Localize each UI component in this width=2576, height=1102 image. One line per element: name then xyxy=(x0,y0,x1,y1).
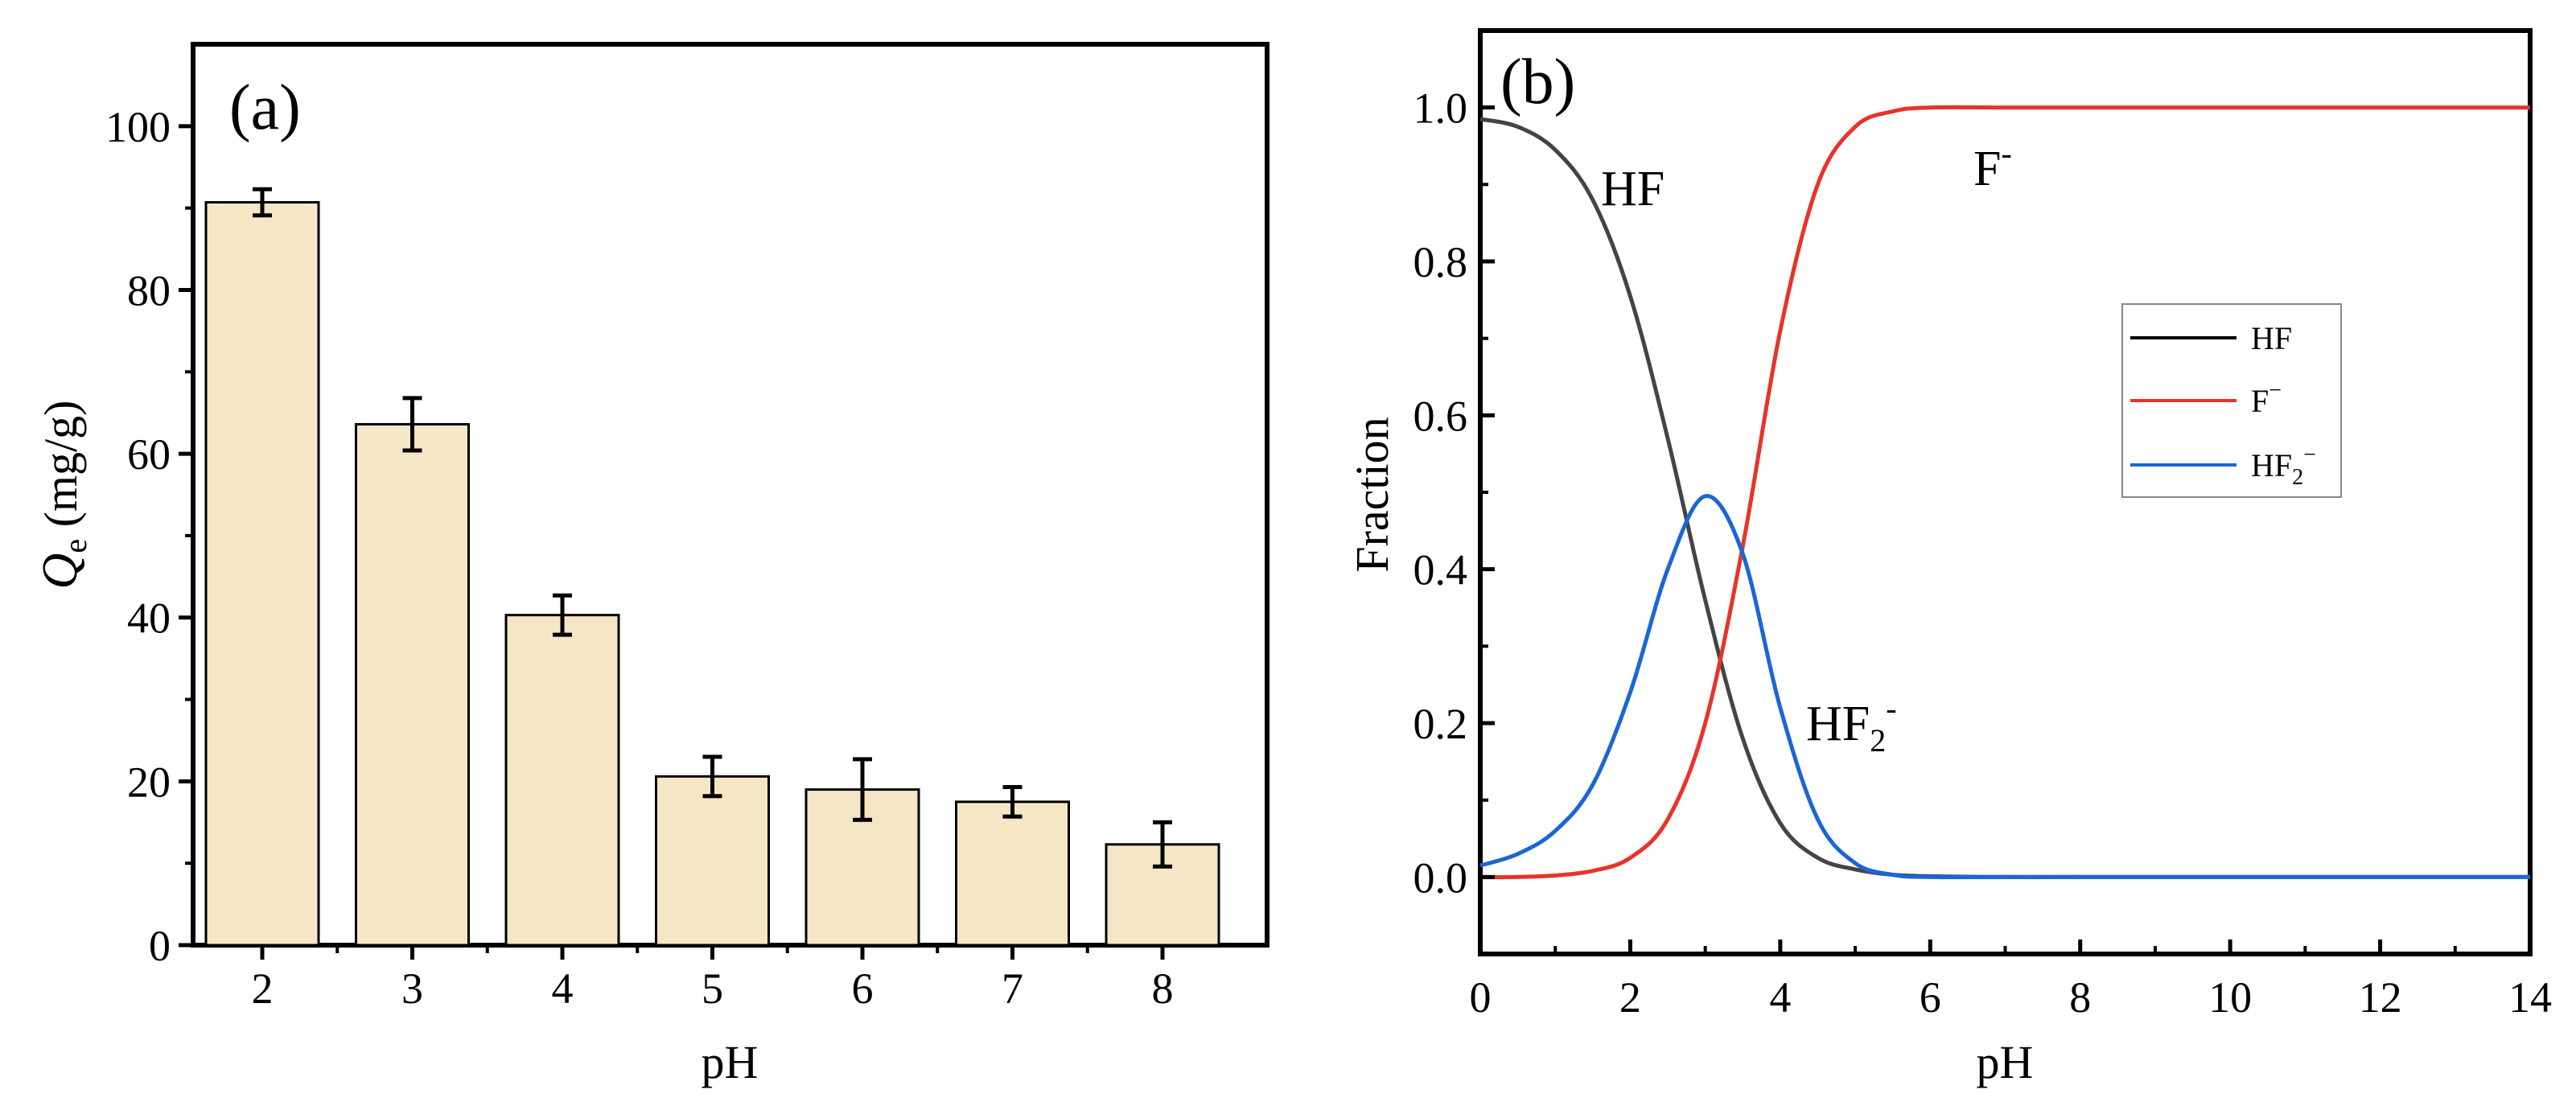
y-tick-label-0.6: 0.6 xyxy=(1414,392,1468,440)
x-tick-label-12: 12 xyxy=(2359,973,2402,1022)
legend-label-hf: HF xyxy=(2251,320,2292,356)
bar-ph-2 xyxy=(204,201,320,947)
y-tick-label-0.2: 0.2 xyxy=(1414,700,1468,748)
legend-label-f: F− xyxy=(2251,378,2282,419)
panel-a-x-ticks: 2 3 4 5 6 7 8 xyxy=(252,945,1174,1013)
x-tick-label-6: 6 xyxy=(1920,973,1941,1022)
line-f-minus xyxy=(1479,105,2530,879)
annotation-hf2-text: HF xyxy=(1806,697,1870,751)
x-tick-label-8: 8 xyxy=(2069,973,2091,1022)
panel-a-x-axis-title: pH xyxy=(702,1036,759,1088)
panel-a-bars xyxy=(204,201,1220,947)
y-tick-label-60: 60 xyxy=(127,430,171,479)
x-tick-label-10: 10 xyxy=(2208,973,2252,1022)
panel-b: 0.0 0.2 0.4 0.6 0.8 1.0 0 2 4 6 8 10 12 14 (b) pH Fr… xyxy=(1346,28,2552,1088)
error-bar-ph-3 xyxy=(402,396,422,453)
panel-b-x-ticks: 0 2 4 6 8 10 12 14 xyxy=(1470,940,2552,1022)
panel-a-y-axis-title: Qe (mg/g) xyxy=(33,401,93,590)
line-hf xyxy=(1479,117,2530,879)
annotation-f-text: F xyxy=(1973,142,2001,196)
x-tick-label-0: 0 xyxy=(1470,973,1492,1022)
x-tick-label-ph-6: 6 xyxy=(852,964,874,1013)
x-tick-label-ph-4: 4 xyxy=(552,964,574,1013)
bar-ph-4 xyxy=(504,614,620,947)
bar-ph-5 xyxy=(655,775,770,947)
panel-b-label: (b) xyxy=(1500,47,1575,117)
annotation-hf: HF xyxy=(1601,162,1665,216)
panel-b-lines xyxy=(1479,105,2530,880)
y-tick-label-0.4: 0.4 xyxy=(1414,546,1468,594)
error-bar-ph-4 xyxy=(553,593,572,637)
panel-a-y-axis-q: Q xyxy=(33,553,88,590)
x-tick-label-ph-2: 2 xyxy=(252,964,274,1013)
error-bar-ph-7 xyxy=(1002,784,1023,819)
y-tick-label-1.0: 1.0 xyxy=(1414,84,1468,133)
panel-a-y-axis-sub: e xyxy=(57,539,93,553)
panel-a-error-bars xyxy=(253,187,1172,869)
y-tick-label-0.8: 0.8 xyxy=(1414,238,1468,286)
annotation-f-sup: - xyxy=(2001,135,2011,171)
y-tick-label-80: 80 xyxy=(127,266,171,315)
x-tick-label-ph-5: 5 xyxy=(702,964,723,1013)
panel-a-y-axis-unit: (mg/g) xyxy=(35,401,87,539)
line-hf2-minus xyxy=(1479,494,2530,880)
y-tick-label-0.0: 0.0 xyxy=(1414,853,1468,902)
y-tick-label-100: 100 xyxy=(105,103,171,151)
x-tick-label-14: 14 xyxy=(2508,973,2552,1022)
x-tick-label-ph-3: 3 xyxy=(401,964,423,1013)
error-bar-ph-5 xyxy=(702,755,722,799)
legend: HF F− HF2− xyxy=(2121,303,2342,498)
error-bar-ph-2 xyxy=(253,187,272,218)
y-tick-label-20: 20 xyxy=(127,758,171,806)
panel-a-label: (a) xyxy=(229,72,301,143)
x-tick-label-2: 2 xyxy=(1619,973,1641,1022)
panel-b-y-ticks: 0.0 0.2 0.4 0.6 0.8 1.0 xyxy=(1414,84,1495,902)
x-tick-label-ph-7: 7 xyxy=(1002,964,1023,1013)
legend-label-hf2: HF2− xyxy=(2251,442,2316,490)
annotation-hf2-minus: HF2- xyxy=(1806,690,1897,759)
error-bar-ph-8 xyxy=(1153,820,1172,869)
panel-b-x-axis-title: pH xyxy=(1977,1036,2034,1088)
panel-a-y-ticks: 0 20 40 60 80 100 xyxy=(105,103,193,970)
y-tick-label-40: 40 xyxy=(127,594,171,643)
bar-ph-7 xyxy=(955,800,1070,947)
error-bar-ph-6 xyxy=(853,757,872,822)
x-tick-label-ph-8: 8 xyxy=(1152,964,1174,1013)
annotation-hf2-sub: 2 xyxy=(1870,722,1886,759)
annotation-f-minus: F- xyxy=(1973,135,2012,196)
bar-ph-3 xyxy=(355,422,470,947)
x-tick-label-4: 4 xyxy=(1769,973,1791,1022)
panel-b-y-axis-title: Fraction xyxy=(1346,417,1398,572)
panel-a: 0 20 40 60 80 100 2 3 4 5 6 7 8 (a) pH Qe (mg/g) xyxy=(33,42,1269,1088)
annotation-hf2-sup: - xyxy=(1886,690,1896,726)
y-tick-label-0: 0 xyxy=(149,922,171,970)
